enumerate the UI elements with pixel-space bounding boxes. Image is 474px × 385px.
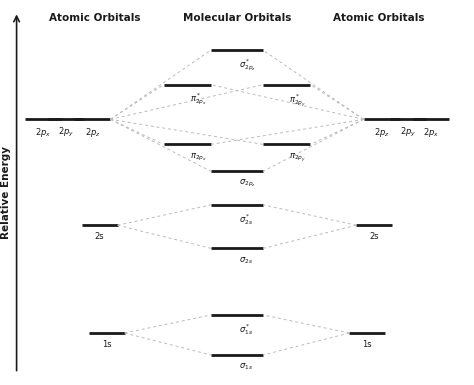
Text: Atomic Orbitals: Atomic Orbitals (333, 13, 425, 23)
Text: 1s: 1s (363, 340, 372, 349)
Text: $\sigma_{1s}$: $\sigma_{1s}$ (239, 362, 253, 372)
Text: 2s: 2s (370, 232, 379, 241)
Text: $\sigma^*_{1s}$: $\sigma^*_{1s}$ (239, 322, 253, 337)
Text: Molecular Orbitals: Molecular Orbitals (183, 13, 291, 23)
Text: $2p_y$: $2p_y$ (58, 126, 74, 139)
Text: 1s: 1s (102, 340, 111, 349)
Text: $\pi_{2p_x}$: $\pi_{2p_x}$ (190, 151, 207, 162)
Text: $\pi^*_{2p_y}$: $\pi^*_{2p_y}$ (289, 92, 306, 109)
Text: $2p_y$: $2p_y$ (400, 126, 416, 139)
Text: 2s: 2s (95, 232, 104, 241)
Text: $\pi^*_{2p_x}$: $\pi^*_{2p_x}$ (190, 92, 207, 107)
Text: $2p_x$: $2p_x$ (35, 126, 51, 139)
Text: $2p_z$: $2p_z$ (84, 126, 100, 139)
Text: $\sigma^*_{2p_z}$: $\sigma^*_{2p_z}$ (239, 57, 256, 73)
Text: Relative Energy: Relative Energy (0, 146, 11, 239)
Text: $2p_z$: $2p_z$ (374, 126, 390, 139)
Text: Atomic Orbitals: Atomic Orbitals (49, 13, 141, 23)
Text: $\pi_{2p_y}$: $\pi_{2p_y}$ (289, 151, 306, 164)
Text: $2p_x$: $2p_x$ (423, 126, 439, 139)
Text: $\sigma_{2p_z}$: $\sigma_{2p_z}$ (239, 178, 256, 189)
Text: $\sigma_{2s}$: $\sigma_{2s}$ (239, 255, 253, 266)
Text: $\sigma^*_{2s}$: $\sigma^*_{2s}$ (239, 212, 253, 227)
